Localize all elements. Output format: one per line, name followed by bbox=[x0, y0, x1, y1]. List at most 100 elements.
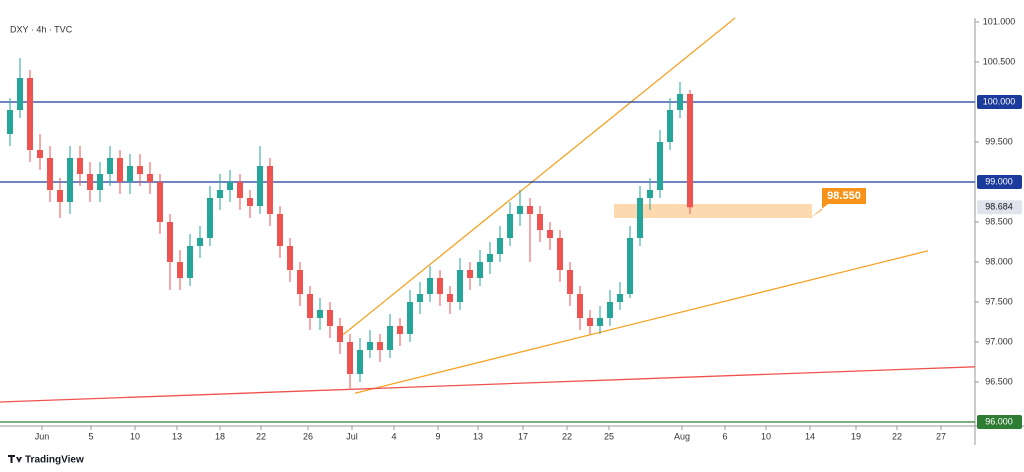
candle-body bbox=[17, 78, 23, 110]
y-tick-label: 98.500 bbox=[985, 216, 1013, 226]
candle-body bbox=[567, 270, 573, 294]
candle-body bbox=[27, 78, 33, 150]
candle-body bbox=[67, 158, 73, 202]
candle-body bbox=[677, 94, 683, 110]
candle-body bbox=[667, 110, 673, 142]
y-tick-label: 99.500 bbox=[985, 136, 1013, 146]
y-tick-label: 101.000 bbox=[983, 16, 1016, 26]
candle-body bbox=[237, 182, 243, 198]
candle-body bbox=[147, 174, 153, 182]
level-label: 96.000 bbox=[985, 416, 1013, 426]
candle-body bbox=[627, 238, 633, 294]
x-tick-label: 6 bbox=[722, 431, 727, 441]
x-tick-label: Jul bbox=[346, 431, 358, 441]
chart-title: DXY · 4h · TVC bbox=[10, 24, 73, 34]
support-zone bbox=[614, 204, 812, 218]
candle-body bbox=[507, 214, 513, 238]
x-tick-label: 22 bbox=[562, 431, 572, 441]
x-tick-label: 5 bbox=[88, 431, 93, 441]
candle-body bbox=[37, 150, 43, 158]
level-label-box bbox=[977, 95, 1022, 109]
candle-body bbox=[357, 350, 363, 374]
x-tick-label: 19 bbox=[851, 431, 861, 441]
x-tick-label: 4 bbox=[391, 431, 396, 441]
candle-body bbox=[617, 294, 623, 302]
x-tick-label: 13 bbox=[473, 431, 483, 441]
x-tick-label: 9 bbox=[435, 431, 440, 441]
y-tick-label: 100.500 bbox=[983, 56, 1016, 66]
candle-body bbox=[647, 190, 653, 198]
level-label-box bbox=[977, 175, 1022, 189]
level-label: 100.000 bbox=[983, 96, 1016, 106]
candle-body bbox=[57, 190, 63, 202]
candle-body bbox=[177, 262, 183, 278]
logo bbox=[8, 455, 22, 463]
zone-label: 98.550 bbox=[827, 190, 861, 202]
candle-body bbox=[377, 342, 383, 350]
candle-body bbox=[47, 158, 53, 190]
x-tick-label: 18 bbox=[215, 431, 225, 441]
candle-body bbox=[407, 302, 413, 334]
candle-body bbox=[417, 294, 423, 302]
zone-callout bbox=[810, 188, 866, 218]
candle-body bbox=[587, 318, 593, 326]
x-tick-label: 10 bbox=[761, 431, 771, 441]
candle-body bbox=[317, 310, 323, 318]
candle-body bbox=[637, 198, 643, 238]
candle-body bbox=[527, 206, 533, 214]
candle-body bbox=[497, 238, 503, 254]
candle-body bbox=[607, 302, 613, 318]
candle-body bbox=[77, 158, 83, 174]
candle-body bbox=[477, 262, 483, 278]
x-tick-label: 25 bbox=[604, 431, 614, 441]
x-tick-label: Aug bbox=[674, 431, 690, 441]
axes: 100.000 99.000 96.000 101.000 100.500 99.500 9… bbox=[35, 16, 1022, 441]
level-label: 99.000 bbox=[985, 176, 1013, 186]
y-tick-label: 97.500 bbox=[985, 296, 1013, 306]
candle-body bbox=[137, 166, 143, 174]
candle-body bbox=[547, 230, 553, 238]
candle-body bbox=[207, 198, 213, 238]
candle-body bbox=[127, 166, 133, 182]
candle-body bbox=[157, 182, 163, 222]
candle-body bbox=[297, 270, 303, 294]
candle-body bbox=[267, 166, 273, 214]
candle-body bbox=[687, 94, 693, 208]
x-tick-label: 10 bbox=[130, 431, 140, 441]
y-tick-label: 96.500 bbox=[985, 376, 1013, 386]
candle-body bbox=[347, 342, 353, 374]
candle-body bbox=[517, 206, 523, 214]
candle-body bbox=[327, 310, 333, 326]
x-tick-label: 22 bbox=[256, 431, 266, 441]
y-tick-label: 98.000 bbox=[985, 256, 1013, 266]
footer: TradingView bbox=[25, 455, 84, 466]
last-price-box bbox=[977, 200, 1022, 215]
candle-body bbox=[287, 246, 293, 270]
y-tick-label: 97.000 bbox=[985, 336, 1013, 346]
x-tick-label: 26 bbox=[303, 431, 313, 441]
candle-body bbox=[217, 190, 223, 198]
candle-body bbox=[227, 182, 233, 190]
candle-body bbox=[247, 198, 253, 206]
candle-body bbox=[87, 174, 93, 190]
candle-body bbox=[557, 238, 563, 270]
candle-body bbox=[117, 158, 123, 182]
candle-body bbox=[257, 166, 263, 206]
candle-body bbox=[537, 214, 543, 230]
trend-line bbox=[354, 250, 929, 394]
candle-body bbox=[467, 270, 473, 278]
level-label-box bbox=[977, 415, 1022, 429]
candle-body bbox=[197, 238, 203, 246]
candle-body bbox=[167, 222, 173, 262]
trend-line bbox=[0, 366, 976, 403]
candle-body bbox=[447, 294, 453, 302]
candle-body bbox=[657, 142, 663, 190]
candle-body bbox=[487, 254, 493, 262]
x-tick-label: 22 bbox=[892, 431, 902, 441]
candle-body bbox=[597, 318, 603, 326]
x-tick-label: 17 bbox=[518, 431, 528, 441]
candle-body bbox=[397, 326, 403, 334]
candle-body bbox=[187, 246, 193, 278]
x-tick-label: 14 bbox=[805, 431, 815, 441]
